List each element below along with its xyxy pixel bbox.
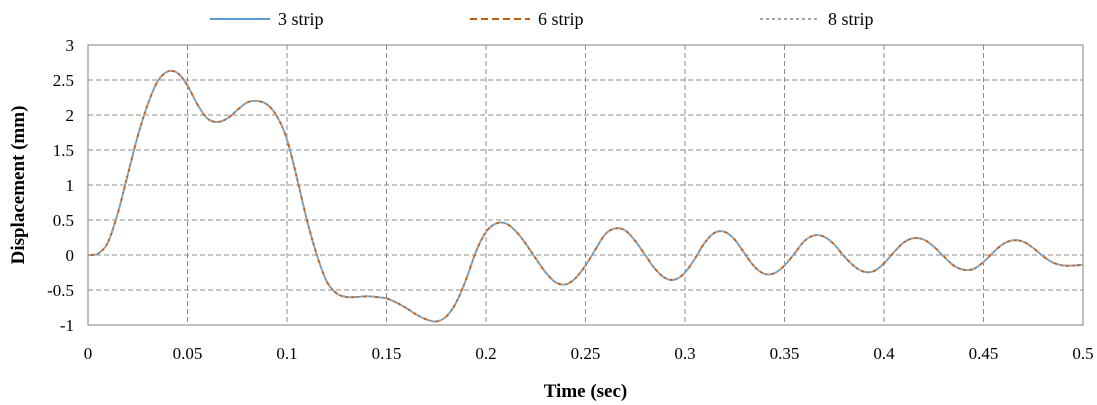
x-tick-label: 0.35 — [770, 344, 800, 363]
x-tick-label: 0.3 — [674, 344, 695, 363]
x-tick-label: 0.1 — [276, 344, 297, 363]
grid — [88, 45, 1083, 326]
y-tick-label: -0.5 — [47, 281, 74, 300]
y-tick-labels: 3 2.5 2 1.5 1 0.5 0 -0.5 -1 — [47, 36, 74, 335]
y-tick-label: -1 — [60, 316, 74, 335]
y-tick-label: 1 — [66, 176, 75, 195]
y-tick-label: 0 — [66, 246, 75, 265]
legend: 3 strip 6 strip 8 strip — [210, 9, 874, 29]
legend-label: 6 strip — [538, 9, 584, 29]
series-line-3-strip — [87, 69, 1084, 323]
x-tick-label: 0.2 — [475, 344, 496, 363]
series-group — [87, 69, 1084, 323]
y-tick-label: 0.5 — [53, 211, 74, 230]
y-tick-label: 3 — [66, 36, 75, 55]
y-tick-label: 1.5 — [53, 141, 74, 160]
series-line-6-strip — [87, 69, 1084, 323]
x-tick-label: 0.45 — [969, 344, 999, 363]
x-tick-label: 0 — [84, 344, 93, 363]
x-tick-label: 0.4 — [873, 344, 895, 363]
legend-label: 3 strip — [278, 9, 324, 29]
x-tick-labels: 0 0.05 0.1 0.15 0.2 0.25 0.3 0.35 0.4 0.45 0.5 — [84, 344, 1094, 363]
y-axis-title: Displacement (mm) — [8, 106, 29, 265]
y-tick-label: 2 — [66, 106, 75, 125]
x-tick-label: 0.15 — [372, 344, 402, 363]
x-tick-label: 0.5 — [1072, 344, 1093, 363]
legend-label: 8 strip — [828, 9, 874, 29]
plot-area-frame — [87, 44, 1084, 326]
x-tick-label: 0.05 — [173, 344, 203, 363]
y-tick-label: 2.5 — [53, 71, 74, 90]
x-axis-title: Time (sec) — [544, 381, 628, 402]
x-tick-label: 0.25 — [571, 344, 601, 363]
series-line-8-strip — [87, 69, 1084, 323]
